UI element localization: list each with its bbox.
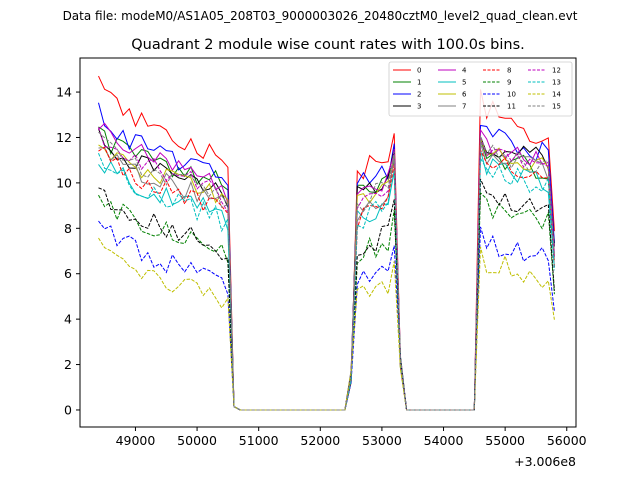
plot-area — [98, 75, 555, 411]
x-tick-label: 54000 — [424, 433, 464, 448]
x-tick-label: 49000 — [116, 433, 156, 448]
series-line-11 — [98, 178, 555, 411]
legend-label-12: 12 — [552, 67, 561, 75]
legend-label-2: 2 — [417, 91, 421, 99]
y-tick-label: 4 — [64, 312, 72, 327]
data-file-header: Data file: modeM0/AS1A05_208T03_90000030… — [63, 9, 578, 23]
x-tick-label: 50000 — [177, 433, 217, 448]
y-tick-label: 6 — [64, 266, 72, 281]
series-line-15 — [98, 131, 555, 411]
series-line-14 — [98, 237, 555, 411]
legend-label-15: 15 — [552, 103, 561, 111]
axes-frame — [79, 57, 577, 428]
series-line-4 — [98, 122, 555, 411]
series-line-5 — [98, 150, 555, 411]
series-line-8 — [98, 146, 555, 411]
x-tick-label: 53000 — [362, 433, 402, 448]
legend-label-7: 7 — [462, 103, 466, 111]
y-tick-label: 0 — [64, 402, 72, 417]
axis-ticks: 49000 50000 51000 52000 53000 54000 55000 56000… — [56, 85, 587, 448]
legend-label-4: 4 — [462, 67, 467, 75]
legend-label-1: 1 — [417, 79, 421, 87]
y-tick-label: 2 — [64, 357, 72, 372]
x-tick-label: 52000 — [300, 433, 340, 448]
legend-label-9: 9 — [507, 79, 511, 87]
legend-label-5: 5 — [462, 79, 466, 87]
x-tick-label: 55000 — [485, 433, 525, 448]
chart-title: Quadrant 2 module wise count rates with … — [131, 37, 525, 53]
x-tick-label: 51000 — [239, 433, 279, 448]
legend-label-6: 6 — [462, 91, 467, 99]
series-line-2 — [98, 102, 555, 411]
series-line-9 — [98, 191, 555, 411]
legend-label-0: 0 — [417, 67, 421, 75]
y-tick-label: 10 — [56, 175, 72, 190]
series-line-10 — [98, 220, 555, 411]
y-tick-label: 14 — [56, 85, 72, 100]
legend-label-10: 10 — [507, 91, 516, 99]
y-tick-label: 12 — [56, 130, 72, 145]
legend-label-14: 14 — [552, 91, 561, 99]
legend-label-8: 8 — [507, 67, 511, 75]
y-tick-label: 8 — [64, 221, 72, 236]
legend-box — [388, 61, 573, 117]
legend-label-13: 13 — [552, 79, 561, 87]
legend-label-11: 11 — [507, 103, 516, 111]
x-tick-label: 56000 — [547, 433, 587, 448]
legend-label-3: 3 — [417, 103, 421, 111]
x-offset-label: +3.006e8 — [514, 454, 576, 469]
